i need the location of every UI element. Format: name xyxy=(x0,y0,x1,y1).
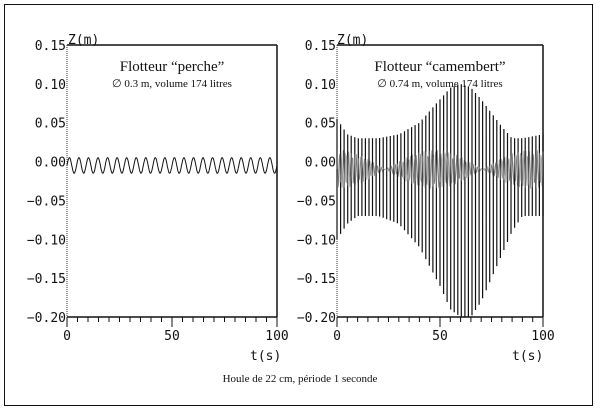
y-tick-label: 0.10 xyxy=(35,78,66,93)
plot-title: Flotteur “perche” xyxy=(120,59,225,75)
y-tick-label: 0.10 xyxy=(305,78,336,93)
figure-frame xyxy=(4,4,593,406)
y-tick-label: 0.00 xyxy=(305,156,336,171)
y-tick-label: −0.20 xyxy=(27,311,66,326)
x-tick-label: 50 xyxy=(164,329,180,344)
plot-subtitle: ∅ 0.3 m, volume 174 litres xyxy=(112,78,232,90)
plot-subtitle: ∅ 0.74 m, volume 174 litres xyxy=(377,78,502,90)
x-axis-label: t(s) xyxy=(512,349,543,364)
y-tick-label: −0.05 xyxy=(27,194,66,209)
x-tick-label: 0 xyxy=(63,329,71,344)
figure-caption: Houle de 22 cm, période 1 seconde xyxy=(222,373,378,385)
y-tick-label: −0.10 xyxy=(27,233,66,248)
y-tick-label: −0.05 xyxy=(297,194,336,209)
y-tick-label: −0.15 xyxy=(297,272,336,287)
plot-title: Flotteur “camembert” xyxy=(374,59,505,75)
series-line xyxy=(66,157,278,174)
y-tick-label: 0.00 xyxy=(35,156,66,171)
x-tick-label: 100 xyxy=(265,329,288,344)
x-axis-label: t(s) xyxy=(250,349,281,364)
x-tick-label: 50 xyxy=(432,329,448,344)
y-tick-label: 0.05 xyxy=(35,117,66,132)
y-tick-label: −0.10 xyxy=(297,233,336,248)
y-tick-label: −0.15 xyxy=(27,272,66,287)
y-tick-label: −0.20 xyxy=(297,311,336,326)
y-tick-label: 0.05 xyxy=(305,117,336,132)
series-oscillation xyxy=(336,84,544,317)
plot-camembert: Flotteur “camembert” ∅ 0.74 m, volume 17… xyxy=(297,33,555,364)
x-tick-label: 100 xyxy=(531,329,554,344)
plot-perche: Flotteur “perche” ∅ 0.3 m, volume 174 li… xyxy=(27,33,289,364)
y-tick-label: 0.15 xyxy=(35,39,66,54)
y-tick-label: 0.15 xyxy=(305,39,336,54)
series-secondary-band xyxy=(336,150,544,189)
x-tick-label: 0 xyxy=(333,329,341,344)
